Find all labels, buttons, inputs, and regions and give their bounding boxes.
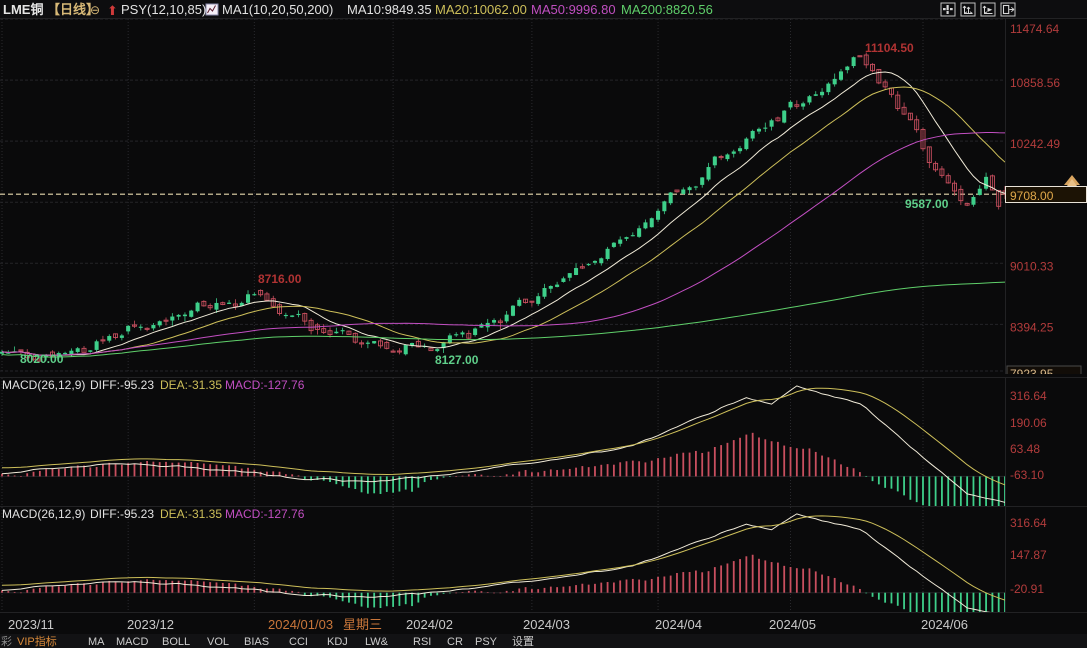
svg-text:2024/03: 2024/03 <box>523 617 570 632</box>
svg-text:11104.50: 11104.50 <box>865 41 914 55</box>
svg-text:⬆: ⬆ <box>107 3 118 18</box>
svg-text:8127.00: 8127.00 <box>435 353 479 367</box>
svg-text:MACD:-127.76: MACD:-127.76 <box>225 378 305 392</box>
svg-text:8716.00: 8716.00 <box>258 272 302 286</box>
svg-text:MACD(26,12,9): MACD(26,12,9) <box>2 378 85 392</box>
svg-text:星期三: 星期三 <box>343 617 382 632</box>
svg-text:9010.33: 9010.33 <box>1010 259 1054 273</box>
svg-text:DEA:-31.35: DEA:-31.35 <box>160 378 222 392</box>
svg-text:2024/06: 2024/06 <box>921 617 968 632</box>
svg-text:DIFF:-95.23: DIFF:-95.23 <box>90 507 154 521</box>
svg-text:2023/11: 2023/11 <box>8 617 54 632</box>
svg-text:MA: MA <box>88 636 105 648</box>
svg-text:MA20:10062.00: MA20:10062.00 <box>435 2 527 17</box>
svg-text:8020.00: 8020.00 <box>20 352 64 366</box>
svg-text:2023/12: 2023/12 <box>127 617 174 632</box>
svg-text:MACD(26,12,9): MACD(26,12,9) <box>2 507 85 521</box>
svg-text:MACD: MACD <box>116 636 148 648</box>
svg-text:2024/04: 2024/04 <box>655 617 702 632</box>
svg-text:DEA:-31.35: DEA:-31.35 <box>160 507 222 521</box>
svg-text:11474.64: 11474.64 <box>1010 22 1059 36</box>
svg-text:-20.91: -20.91 <box>1010 582 1044 596</box>
svg-text:MACD:-127.76: MACD:-127.76 <box>225 507 305 521</box>
svg-text:147.87: 147.87 <box>1010 548 1047 562</box>
svg-text:设置: 设置 <box>512 635 534 648</box>
svg-text:MA50:9996.80: MA50:9996.80 <box>531 2 616 17</box>
svg-text:10242.49: 10242.49 <box>1010 137 1060 151</box>
svg-text:RSI: RSI <box>413 636 431 648</box>
svg-text:MA1(10,20,50,200): MA1(10,20,50,200) <box>222 2 333 17</box>
svg-text:BIAS: BIAS <box>244 636 269 648</box>
svg-text:MA200:8820.56: MA200:8820.56 <box>621 2 713 17</box>
svg-text:VIP指标: VIP指标 <box>17 634 57 648</box>
svg-text:LW&: LW& <box>365 636 389 648</box>
svg-text:-63.10: -63.10 <box>1010 468 1044 482</box>
svg-text:10858.56: 10858.56 <box>1010 76 1060 90</box>
svg-text:2024/05: 2024/05 <box>769 617 816 632</box>
svg-text:63.48: 63.48 <box>1010 442 1040 456</box>
svg-text:LME铜: LME铜 <box>3 2 43 17</box>
svg-text:316.64: 316.64 <box>1010 516 1047 530</box>
svg-text:CR: CR <box>447 636 463 648</box>
svg-text:VOL: VOL <box>207 636 229 648</box>
svg-text:8394.25: 8394.25 <box>1010 320 1054 334</box>
svg-text:PSY(12,10,85): PSY(12,10,85) <box>121 2 206 17</box>
svg-text:彩: 彩 <box>1 635 12 648</box>
svg-text:KDJ: KDJ <box>327 636 348 648</box>
svg-text:7923.95: 7923.95 <box>1010 367 1054 374</box>
svg-text:DIFF:-95.23: DIFF:-95.23 <box>90 378 154 392</box>
svg-text:MA10:9849.35: MA10:9849.35 <box>347 2 432 17</box>
svg-text:BOLL: BOLL <box>162 636 190 648</box>
svg-text:2024/01/03: 2024/01/03 <box>268 617 333 632</box>
svg-text:CCI: CCI <box>289 636 308 648</box>
svg-text:190.06: 190.06 <box>1010 416 1047 430</box>
svg-text:316.64: 316.64 <box>1010 389 1047 403</box>
svg-text:9587.00: 9587.00 <box>905 197 949 211</box>
svg-text:2024/02: 2024/02 <box>406 617 453 632</box>
svg-text:PSY: PSY <box>475 636 498 648</box>
svg-text:⊖: ⊖ <box>90 3 100 17</box>
